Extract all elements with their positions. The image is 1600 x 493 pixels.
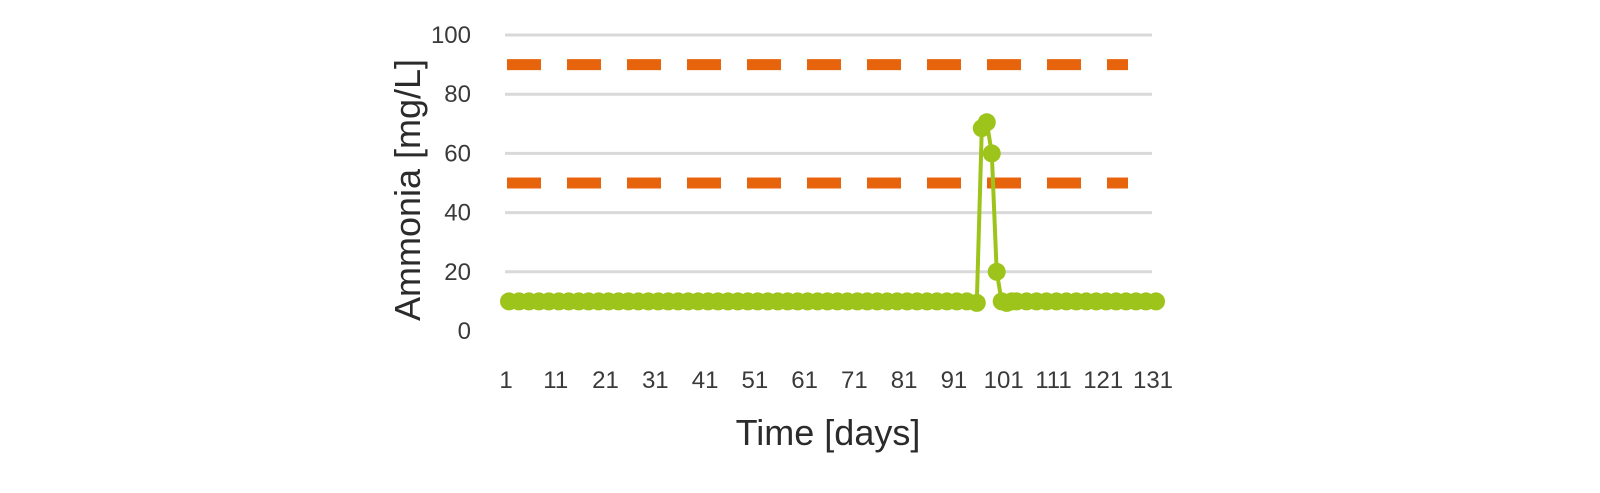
x-tick-label: 31 [642, 367, 669, 394]
x-tick-label: 11 [543, 367, 568, 394]
reference-lines [507, 59, 1128, 189]
x-tick-label: 51 [741, 367, 768, 394]
y-tick-labels: 0 20 40 60 80 100 [431, 22, 471, 345]
x-tick-label: 91 [941, 367, 968, 394]
y-tick-label: 40 [444, 200, 471, 227]
data-point [987, 262, 1006, 281]
x-tick-label: 21 [592, 367, 619, 394]
x-tick-label: 1 [499, 367, 512, 394]
y-tick-label: 0 [458, 318, 471, 345]
x-tick-label: 101 [984, 367, 1024, 394]
x-axis-title: Time [days] [736, 412, 921, 453]
series-layer [500, 113, 1165, 312]
data-point [977, 113, 996, 132]
x-tick-label: 81 [891, 367, 918, 394]
x-tick-label: 131 [1133, 367, 1173, 394]
data-point [982, 144, 1001, 163]
x-tick-label: 61 [791, 367, 818, 394]
x-tick-label: 111 [1035, 367, 1071, 394]
y-tick-label: 60 [444, 140, 471, 167]
y-tick-label: 20 [444, 259, 471, 286]
y-axis-title: Ammonia [mg/L] [387, 59, 428, 321]
y-tick-label: 80 [444, 81, 471, 108]
x-tick-label: 41 [692, 367, 719, 394]
data-point [1147, 292, 1165, 311]
data-point [967, 293, 986, 312]
x-tick-label: 121 [1083, 367, 1123, 394]
gridlines [505, 33, 1152, 274]
x-tick-labels: 1 11 21 31 41 51 61 71 81 91 101 111 121 131 [499, 367, 1173, 394]
x-tick-label: 71 [841, 367, 868, 394]
y-tick-label: 100 [431, 22, 471, 49]
